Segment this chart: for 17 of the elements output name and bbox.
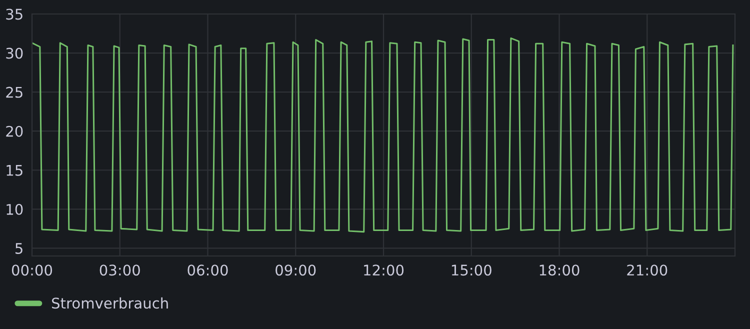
x-tick-label: 03:00 <box>100 264 140 276</box>
x-tick-label: 09:00 <box>276 264 316 276</box>
y-tick-label: 35 <box>6 8 22 20</box>
x-tick-label: 12:00 <box>364 264 404 276</box>
y-tick-label: 30 <box>6 48 23 59</box>
y-tick-label: 5 <box>16 243 22 254</box>
x-tick-label: 15:00 <box>452 264 492 276</box>
x-tick-label: 21:00 <box>627 264 668 276</box>
x-tick-label: 00:00 <box>12 264 52 276</box>
legend-label: Stromverbrauch <box>52 297 168 309</box>
x-tick-label: 06:00 <box>188 264 228 276</box>
y-tick-label: 10 <box>6 204 23 215</box>
y-tick-label: 15 <box>6 165 22 176</box>
y-tick-label: 25 <box>6 86 22 98</box>
line-series <box>32 37 734 233</box>
x-tick-label: 18:00 <box>540 264 580 276</box>
y-tick-label: 20 <box>6 126 23 137</box>
